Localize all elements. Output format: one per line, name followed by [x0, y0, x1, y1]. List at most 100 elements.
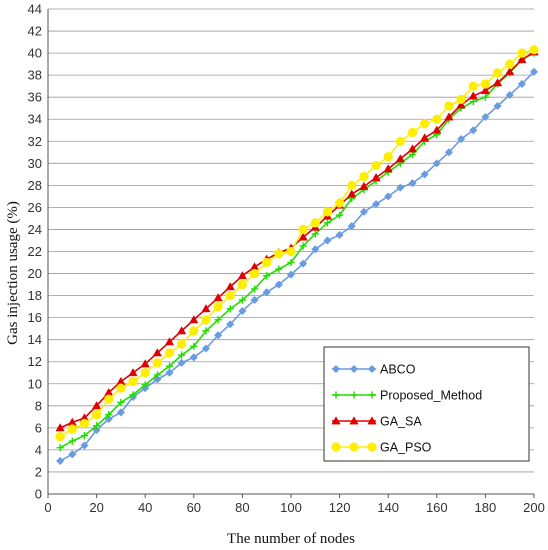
data-point-ga-sa: [468, 91, 478, 100]
data-point-abco: [529, 67, 539, 76]
data-point-abco: [311, 245, 320, 254]
x-tick-label: 160: [426, 500, 448, 515]
y-tick-label: 26: [28, 200, 42, 215]
data-point-abco: [505, 90, 514, 100]
axes: [47, 9, 535, 498]
x-tick-label: 200: [523, 500, 545, 515]
data-point-ga-pso: [201, 315, 211, 325]
data-point-ga-pso: [334, 198, 345, 208]
data-point-proposed-method: [336, 211, 344, 219]
data-point-ga-sa: [201, 304, 211, 313]
data-point-abco: [286, 270, 296, 279]
data-point-ga-pso: [529, 45, 539, 55]
legend-swatch-marker: [367, 416, 377, 425]
data-point-ga-sa: [298, 232, 308, 241]
data-point-ga-pso: [237, 279, 248, 290]
data-point-ga-pso: [505, 59, 515, 69]
data-point-ga-pso: [140, 368, 150, 378]
y-tick-label: 12: [28, 354, 42, 369]
data-point-ga-sa: [371, 172, 381, 182]
data-point-ga-sa: [456, 100, 466, 109]
y-tick-label: 0: [35, 487, 42, 502]
data-point-ga-pso: [395, 136, 406, 146]
y-tick-label: 32: [28, 134, 42, 149]
data-point-proposed-method: [214, 316, 222, 324]
data-point-proposed-method: [287, 258, 295, 267]
data-point-ga-pso: [456, 94, 466, 105]
data-point-proposed-method: [323, 219, 332, 227]
data-point-abco: [68, 450, 77, 459]
y-tick-label: 38: [28, 68, 42, 83]
x-tick-label: 80: [235, 500, 249, 515]
y-tick-label: 24: [28, 222, 42, 237]
data-point-abco: [80, 441, 89, 450]
y-tick-label: 18: [28, 288, 42, 303]
series-line-ga-pso: [59, 49, 535, 438]
data-point-ga-sa: [517, 55, 527, 64]
y-tick-label: 36: [28, 90, 42, 105]
data-point-abco: [359, 207, 368, 216]
data-point-ga-sa: [505, 67, 515, 76]
x-tick-label: 40: [138, 500, 152, 515]
data-point-abco: [457, 135, 466, 144]
legend-swatch-marker: [349, 416, 359, 425]
data-point-ga-pso: [262, 257, 272, 268]
data-point-ga-pso: [177, 339, 187, 349]
y-tick-label: 34: [28, 112, 42, 127]
x-tick-label: 100: [280, 500, 302, 515]
data-point-ga-sa: [432, 125, 442, 134]
data-point-proposed-method: [129, 391, 137, 399]
data-point-abco: [493, 101, 502, 111]
data-point-ga-pso: [517, 48, 527, 58]
y-tick-label: 42: [28, 24, 42, 39]
data-point-proposed-method: [117, 398, 125, 407]
data-point-proposed-method: [105, 411, 113, 419]
data-point-proposed-method: [263, 272, 271, 280]
data-point-abco: [116, 408, 125, 417]
legend-swatch-marker: [331, 364, 341, 374]
legend-label: Proposed_Method: [380, 389, 482, 403]
data-point-ga-sa: [359, 181, 369, 190]
data-point-ga-pso: [298, 224, 308, 235]
data-point-abco: [347, 222, 356, 231]
legend-item: GA_PSO: [331, 441, 432, 455]
y-tick-label: 2: [35, 464, 42, 479]
y-tick-label: 22: [28, 244, 42, 259]
x-tick-label: 60: [187, 500, 201, 515]
legend-item: Proposed_Method: [332, 389, 482, 403]
y-tick-label: 28: [28, 178, 42, 193]
legend-swatch-marker: [368, 391, 376, 399]
y-tick-label: 20: [28, 266, 42, 281]
legend-items: ABCO Proposed_Method GA_SA GA_PSO: [331, 363, 482, 455]
data-point-abco: [238, 306, 247, 316]
data-point-ga-pso: [359, 171, 369, 182]
legend: ABCO Proposed_Method GA_SA GA_PSO: [323, 346, 530, 462]
data-point-ga-pso: [164, 348, 175, 358]
series-layer: [55, 45, 539, 465]
legend-item: ABCO: [331, 363, 416, 377]
data-point-ga-pso: [492, 68, 503, 78]
data-point-abco: [469, 126, 478, 135]
data-point-abco: [262, 288, 271, 297]
data-point-ga-sa: [128, 368, 138, 377]
data-point-abco: [250, 295, 259, 305]
data-point-ga-pso: [383, 152, 393, 162]
series-abco: [56, 67, 539, 465]
data-point-ga-pso: [67, 424, 77, 434]
data-point-proposed-method: [56, 444, 64, 452]
data-point-ga-pso: [347, 180, 357, 191]
x-tick-label: 180: [475, 500, 497, 515]
data-point-ga-pso: [371, 160, 381, 171]
data-point-abco: [384, 192, 393, 201]
data-point-ga-pso: [128, 376, 138, 387]
data-point-ga-pso: [79, 418, 90, 429]
data-point-proposed-method: [202, 327, 210, 335]
data-point-proposed-method: [80, 431, 89, 440]
y-tick-label: 44: [28, 2, 42, 17]
legend-swatch-marker: [349, 364, 359, 374]
y-axis-title: Gas injection usage (%): [5, 201, 21, 345]
y-tick-label: 30: [28, 156, 42, 171]
series-line-proposed-method: [59, 52, 535, 449]
data-point-ga-pso: [322, 207, 333, 217]
data-point-ga-pso: [91, 409, 102, 420]
